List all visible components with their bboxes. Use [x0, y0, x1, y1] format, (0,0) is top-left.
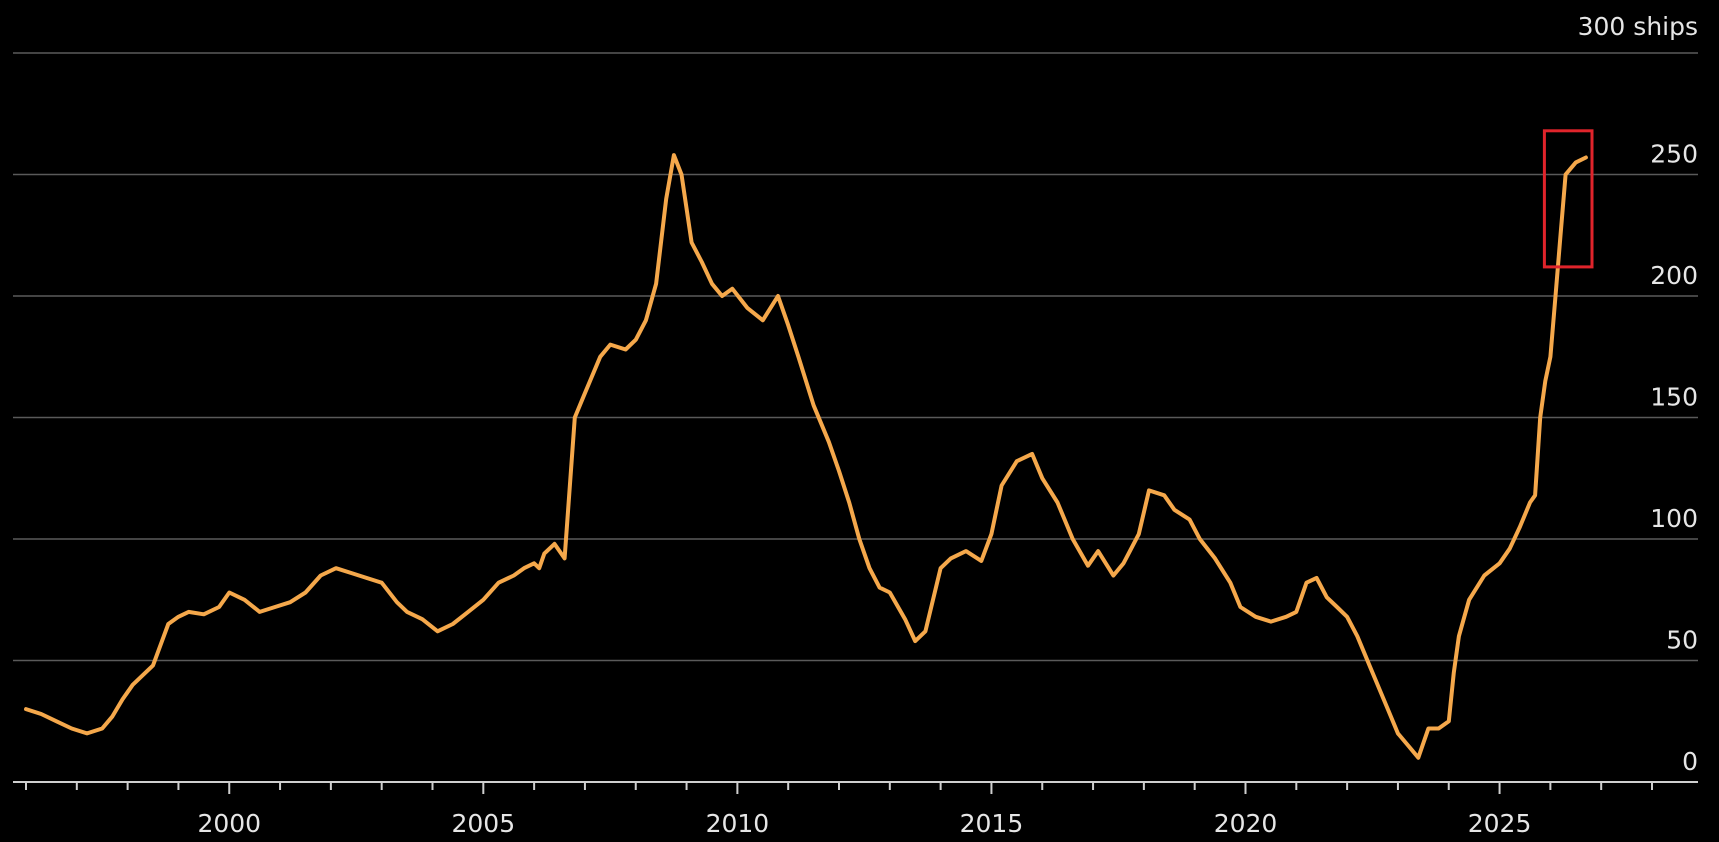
x-axis-labels: 2000 2005 2010 2015 2020 2025 — [197, 809, 1531, 838]
y-tick-label: 200 — [1650, 261, 1698, 290]
highlight-box — [1544, 131, 1592, 267]
y-tick-label: 150 — [1650, 383, 1698, 412]
x-tick-label: 2015 — [960, 809, 1024, 838]
x-tick-label: 2005 — [452, 809, 516, 838]
y-tick-label: 100 — [1650, 504, 1698, 533]
x-tick-label: 2025 — [1468, 809, 1532, 838]
x-tick-label: 2010 — [706, 809, 770, 838]
y-axis-labels: 0 50 100 150 200 250 — [1650, 140, 1698, 777]
y-tick-label: 250 — [1650, 140, 1698, 169]
series-line — [26, 155, 1586, 758]
y-tick-label: 50 — [1666, 626, 1698, 655]
y-tick-label: 0 — [1682, 747, 1698, 776]
y-axis-unit-label: 300 ships — [1578, 12, 1698, 41]
x-tick-label: 2020 — [1214, 809, 1278, 838]
x-tick-label: 2000 — [197, 809, 261, 838]
gridlines — [13, 53, 1698, 661]
x-axis-ticks — [26, 782, 1652, 794]
